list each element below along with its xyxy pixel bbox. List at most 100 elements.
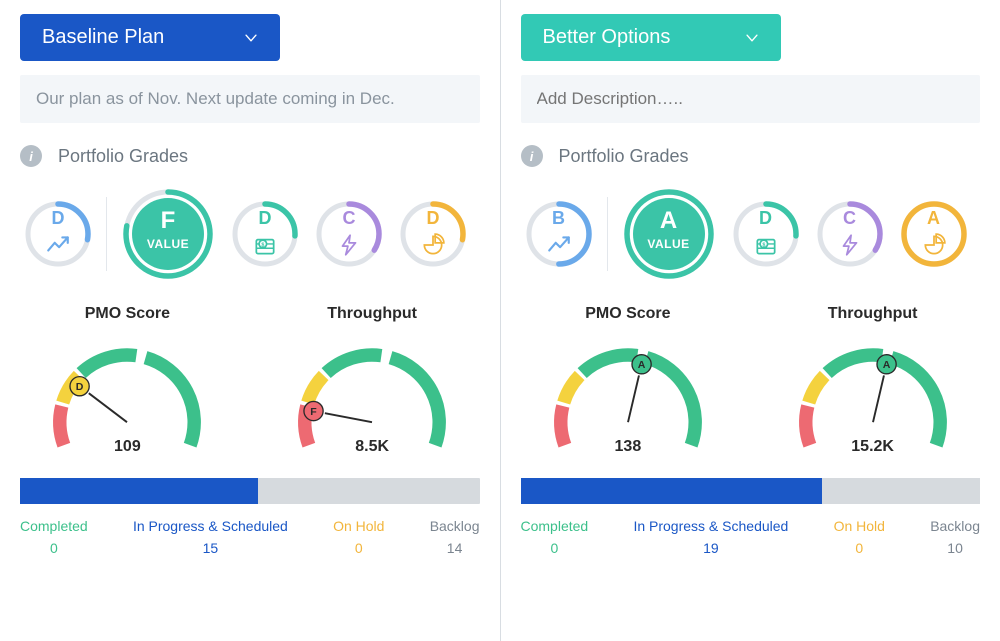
- plan-dropdown[interactable]: Better Options: [521, 14, 781, 61]
- gauge-title: PMO Score: [20, 305, 235, 323]
- bolt-icon: [837, 232, 863, 258]
- status-completed: Completed 0: [20, 518, 88, 556]
- section-header: i Portfolio Grades: [20, 145, 480, 167]
- gauge-chart: F: [282, 331, 462, 451]
- grade-circle[interactable]: B: [523, 198, 595, 270]
- bar-inprogress: [521, 478, 822, 504]
- gauges-row: PMO Score A 138 Throughput A 15.2K: [521, 305, 981, 456]
- gauge: Throughput A 15.2K: [765, 305, 980, 456]
- grade-letter: D: [52, 208, 65, 229]
- status-value: 0: [834, 540, 885, 556]
- status-value: 0: [20, 540, 88, 556]
- gauge-title: Throughput: [765, 305, 980, 323]
- svg-text:A: A: [638, 359, 646, 371]
- section-title: Portfolio Grades: [58, 146, 188, 167]
- gauges-row: PMO Score D 109 Throughput F 8.5K: [20, 305, 480, 456]
- money-icon: $: [252, 232, 278, 258]
- status-inprogress: In Progress & Scheduled 15: [133, 518, 288, 556]
- bolt-icon: [336, 232, 362, 258]
- svg-text:$: $: [261, 242, 264, 248]
- grade-circle[interactable]: D $: [730, 198, 802, 270]
- grade-letter: B: [552, 208, 565, 229]
- section-title: Portfolio Grades: [559, 146, 689, 167]
- grade-circle[interactable]: A VALUE: [620, 185, 718, 283]
- gauge-title: PMO Score: [521, 305, 736, 323]
- grade-letter: C: [343, 208, 356, 229]
- trend-icon: [546, 232, 572, 258]
- grade-circle[interactable]: C: [313, 198, 385, 270]
- grade-sublabel: VALUE: [647, 237, 689, 251]
- grade-circle[interactable]: F VALUE: [119, 185, 217, 283]
- status-value: 0: [521, 540, 589, 556]
- info-icon[interactable]: i: [20, 145, 42, 167]
- left-panel: Baseline Plan Our plan as of Nov. Next u…: [0, 0, 500, 641]
- grade-letter: A: [927, 208, 940, 229]
- grade-circle[interactable]: D $: [229, 198, 301, 270]
- status-row: Completed 0 In Progress & Scheduled 15 O…: [20, 518, 480, 556]
- status-completed: Completed 0: [521, 518, 589, 556]
- status-value: 10: [930, 540, 980, 556]
- bar-backlog: [822, 478, 980, 504]
- gauge-chart: A: [538, 331, 718, 451]
- status-label: On Hold: [333, 518, 384, 534]
- right-panel: Better Options i Portfolio Grades B A VA…: [501, 0, 1000, 641]
- gauge: PMO Score A 138: [521, 305, 736, 456]
- progress-bar: [20, 478, 480, 504]
- pie-icon: [420, 232, 446, 258]
- grade-circle[interactable]: A: [898, 198, 970, 270]
- gauge: PMO Score D 109: [20, 305, 235, 456]
- dropdown-label: Baseline Plan: [42, 26, 164, 49]
- bar-backlog: [258, 478, 480, 504]
- bar-inprogress: [20, 478, 258, 504]
- status-label: On Hold: [834, 518, 885, 534]
- grade-divider: [607, 197, 608, 271]
- trend-icon: [45, 232, 71, 258]
- grades-row: B A VALUE D $ C: [523, 185, 981, 283]
- status-value: 14: [430, 540, 480, 556]
- info-icon[interactable]: i: [521, 145, 543, 167]
- status-value: 19: [633, 540, 788, 556]
- status-onhold: On Hold 0: [834, 518, 885, 556]
- status-value: 0: [333, 540, 384, 556]
- status-row: Completed 0 In Progress & Scheduled 19 O…: [521, 518, 981, 556]
- status-label: Completed: [20, 518, 88, 534]
- grade-letter: D: [427, 208, 440, 229]
- money-icon: $: [753, 232, 779, 258]
- gauge-chart: A: [783, 331, 963, 451]
- comparison-container: Baseline Plan Our plan as of Nov. Next u…: [0, 0, 1000, 641]
- section-header: i Portfolio Grades: [521, 145, 981, 167]
- gauge-chart: D: [37, 331, 217, 451]
- plan-dropdown[interactable]: Baseline Plan: [20, 14, 280, 61]
- status-backlog: Backlog 10: [930, 518, 980, 556]
- status-label: In Progress & Scheduled: [633, 518, 788, 534]
- status-value: 15: [133, 540, 288, 556]
- grade-letter: A: [660, 207, 677, 235]
- grade-letter: C: [843, 208, 856, 229]
- chevron-down-icon: [745, 31, 759, 45]
- gauge: Throughput F 8.5K: [265, 305, 480, 456]
- grade-letter: D: [759, 208, 772, 229]
- status-label: Completed: [521, 518, 589, 534]
- pie-icon: [921, 232, 947, 258]
- progress-bar: [521, 478, 981, 504]
- status-backlog: Backlog 14: [430, 518, 480, 556]
- grades-row: D F VALUE D $ C: [22, 185, 480, 283]
- svg-text:D: D: [76, 381, 84, 393]
- description-input[interactable]: [521, 75, 981, 123]
- status-label: Backlog: [930, 518, 980, 534]
- status-label: In Progress & Scheduled: [133, 518, 288, 534]
- grade-circle[interactable]: C: [814, 198, 886, 270]
- gauge-title: Throughput: [265, 305, 480, 323]
- description-display[interactable]: Our plan as of Nov. Next update coming i…: [20, 75, 480, 123]
- grade-divider: [106, 197, 107, 271]
- chevron-down-icon: [244, 31, 258, 45]
- dropdown-label: Better Options: [543, 26, 671, 49]
- grade-letter: F: [161, 207, 176, 235]
- grade-circle[interactable]: D: [22, 198, 94, 270]
- grade-circle[interactable]: D: [397, 198, 469, 270]
- grade-letter: D: [259, 208, 272, 229]
- svg-text:A: A: [882, 359, 890, 371]
- grade-sublabel: VALUE: [147, 237, 189, 251]
- svg-text:$: $: [762, 242, 765, 248]
- status-label: Backlog: [430, 518, 480, 534]
